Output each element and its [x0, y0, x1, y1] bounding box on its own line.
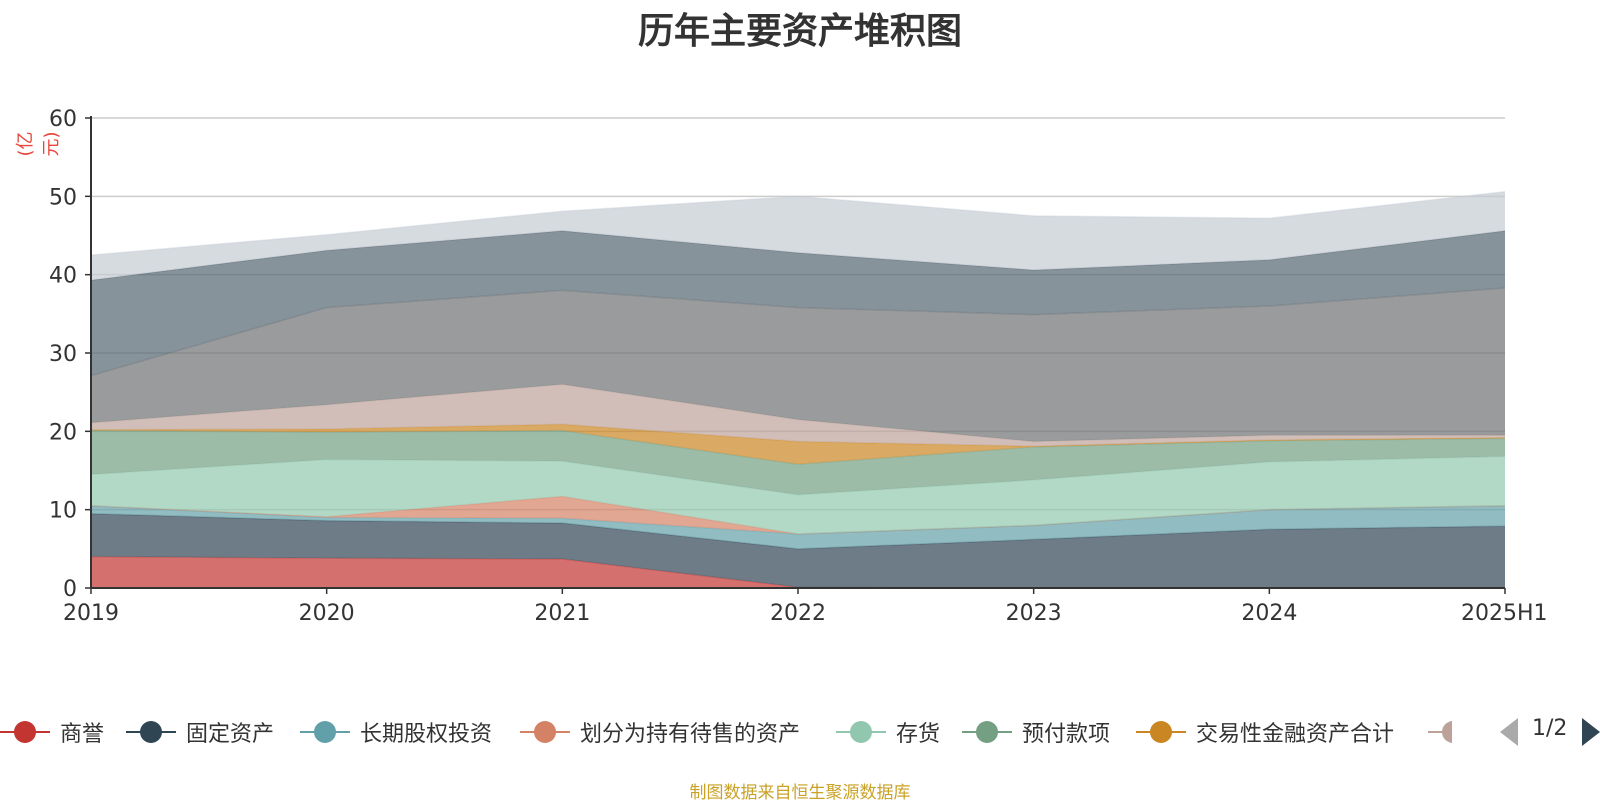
legend-item[interactable]: 交易性金融资产合计 [1136, 712, 1394, 752]
axes [85, 116, 1506, 594]
area-series-7 [91, 424, 1505, 465]
y-tick-label: 40 [49, 264, 77, 289]
legend-item[interactable]: 商誉 [0, 712, 104, 752]
legend-prev-page-icon[interactable] [1500, 718, 1518, 746]
legend-label: 商誉 [60, 722, 105, 747]
x-tick-label: 2021 [534, 601, 590, 626]
area-series-3 [91, 505, 1505, 549]
legend-label: 划分为持有待售的资产 [580, 722, 801, 747]
area-series-8 [91, 384, 1505, 447]
area-series-5 [91, 456, 1505, 534]
legend-label: 存货 [896, 722, 941, 747]
legend-label: 交易性金融资产合计 [1196, 722, 1395, 747]
legend-next-page-icon[interactable] [1582, 718, 1600, 746]
legend-marker-icon [300, 712, 350, 752]
legend-page-indicator: 1/2 [1532, 716, 1568, 741]
legend-marker-icon [126, 712, 176, 752]
x-tick-label: 2025H1 [1461, 601, 1548, 626]
x-tick-label: 2020 [299, 601, 355, 626]
legend-item[interactable]: 长期股权投资 [300, 712, 492, 752]
x-tick-label: 2019 [63, 601, 119, 626]
area-series-1 [91, 556, 1505, 588]
legend-marker-icon [520, 712, 570, 752]
y-tick-label: 10 [49, 499, 77, 524]
legend-item-partial[interactable] [1428, 712, 1452, 752]
y-tick-label: 0 [63, 577, 77, 602]
legend-item[interactable]: 划分为持有待售的资产 [520, 712, 800, 752]
area-series-6 [91, 430, 1505, 495]
chart-title: 历年主要资产堆积图 [637, 11, 962, 52]
legend-label: 长期股权投资 [360, 722, 493, 747]
source-note: 制图数据来自恒生聚源数据库 [689, 783, 911, 803]
legend: 商誉 固定资产 长期股权投资 划分为持有待售的资产 存货 预付款项 交易性金融资产合计 [0, 712, 1600, 752]
legend-label: 预付款项 [1022, 722, 1111, 747]
area-series-9 [91, 287, 1505, 442]
area-series-10 [91, 230, 1505, 376]
y-tick-label: 20 [49, 420, 77, 445]
x-tick-label: 2022 [770, 601, 826, 626]
legend-pager: 1/2 [1500, 712, 1600, 752]
tick-labels: 0 10 20 30 40 50 60 2019 2020 2021 2022 2023 2024 202… [49, 107, 1548, 626]
legend-marker-icon [0, 712, 50, 752]
legend-item[interactable]: 预付款项 [962, 712, 1110, 752]
area-series-11-edge [90, 190, 1506, 256]
y-tick-label: 60 [49, 107, 77, 132]
area-series-11 [91, 191, 1505, 281]
area-series-2 [91, 513, 1505, 588]
legend-marker-icon [1136, 712, 1186, 752]
x-tick-label: 2024 [1241, 601, 1297, 626]
x-tick-label: 2023 [1006, 601, 1062, 626]
stacked-area-chart: 0 10 20 30 40 50 60 2019 2020 2021 2022 2023 2024 202… [49, 107, 1548, 626]
legend-marker-icon [1428, 712, 1452, 752]
y-tick-label: 50 [49, 185, 77, 210]
y-tick-label: 30 [49, 342, 77, 367]
area-series-4 [91, 496, 1505, 534]
area-series [90, 190, 1506, 589]
legend-marker-icon [962, 712, 1012, 752]
legend-marker-icon [836, 712, 886, 752]
legend-label: 固定资产 [186, 722, 275, 747]
legend-item[interactable]: 存货 [836, 712, 940, 752]
legend-item[interactable]: 固定资产 [126, 712, 274, 752]
